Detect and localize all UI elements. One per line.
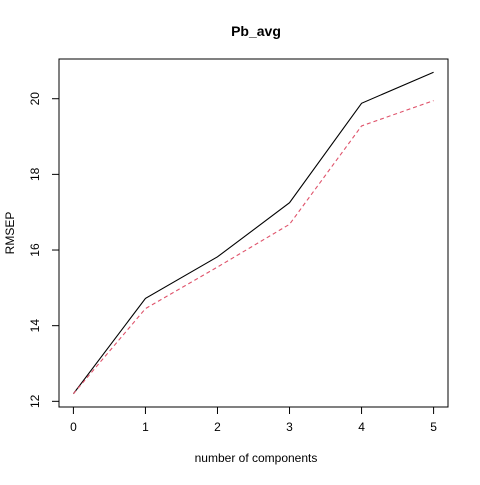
x-tick-label: 1 — [142, 420, 149, 434]
y-tick-label: 18 — [28, 167, 42, 181]
y-tick-label: 16 — [28, 243, 42, 257]
series-line-2 — [73, 101, 433, 394]
plot-frame — [59, 59, 448, 407]
x-tick-label: 2 — [214, 420, 221, 434]
chart-title: Pb_avg — [231, 23, 281, 39]
x-tick-label: 5 — [430, 420, 437, 434]
x-tick-label: 4 — [358, 420, 365, 434]
y-tick-label: 20 — [28, 92, 42, 106]
x-tick-label: 3 — [286, 420, 293, 434]
y-tick-label: 14 — [28, 319, 42, 333]
y-tick-label: 12 — [28, 394, 42, 408]
x-axis: 0 1 2 3 4 5 — [70, 407, 437, 434]
series-line-1 — [73, 72, 433, 394]
x-tick-label: 0 — [70, 420, 77, 434]
series-group — [73, 72, 433, 394]
y-axis: 12 14 16 18 20 — [28, 92, 59, 408]
y-axis-label: RMSEP — [3, 212, 17, 255]
x-axis-label: number of components — [195, 451, 318, 465]
